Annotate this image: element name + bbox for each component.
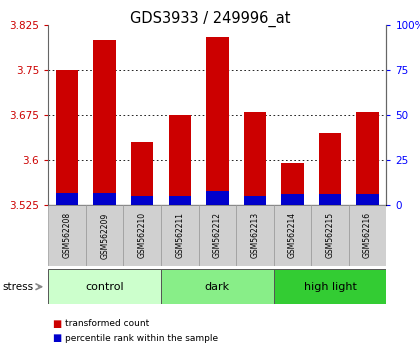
Bar (319, 194, 341, 205)
Bar (206, 37, 228, 205)
Bar (123, 205, 161, 266)
Text: control: control (85, 282, 124, 292)
Text: transformed count: transformed count (65, 319, 150, 329)
Text: GSM562213: GSM562213 (250, 212, 260, 258)
Bar (48, 269, 161, 304)
Text: dark: dark (205, 282, 230, 292)
Text: stress: stress (2, 282, 33, 292)
Bar (131, 196, 153, 205)
Text: high light: high light (304, 282, 357, 292)
Bar (274, 205, 311, 266)
Text: percentile rank within the sample: percentile rank within the sample (65, 333, 218, 343)
Bar (199, 205, 236, 266)
Text: GDS3933 / 249996_at: GDS3933 / 249996_at (130, 11, 290, 27)
Bar (48, 205, 86, 266)
Bar (281, 163, 304, 205)
Bar (274, 269, 386, 304)
Text: GSM562209: GSM562209 (100, 212, 109, 258)
Text: GSM562210: GSM562210 (138, 212, 147, 258)
Text: GSM562216: GSM562216 (363, 212, 372, 258)
Bar (206, 191, 228, 205)
Bar (86, 205, 123, 266)
Bar (93, 40, 116, 205)
Bar (168, 196, 191, 205)
Bar (311, 205, 349, 266)
Text: ■: ■ (52, 333, 62, 343)
Bar (356, 194, 379, 205)
Bar (161, 205, 199, 266)
Bar (319, 133, 341, 205)
Bar (93, 193, 116, 205)
Text: GSM562211: GSM562211 (175, 212, 184, 258)
Text: GSM562215: GSM562215 (326, 212, 335, 258)
Bar (244, 196, 266, 205)
Bar (281, 194, 304, 205)
Bar (356, 112, 379, 205)
Text: GSM562212: GSM562212 (213, 212, 222, 258)
Bar (236, 205, 274, 266)
Bar (56, 193, 79, 205)
Bar (349, 205, 386, 266)
Text: ■: ■ (52, 319, 62, 329)
Bar (244, 112, 266, 205)
Bar (168, 115, 191, 205)
Text: GSM562214: GSM562214 (288, 212, 297, 258)
Bar (161, 269, 274, 304)
Bar (131, 142, 153, 205)
Text: GSM562208: GSM562208 (63, 212, 71, 258)
Bar (56, 70, 79, 205)
